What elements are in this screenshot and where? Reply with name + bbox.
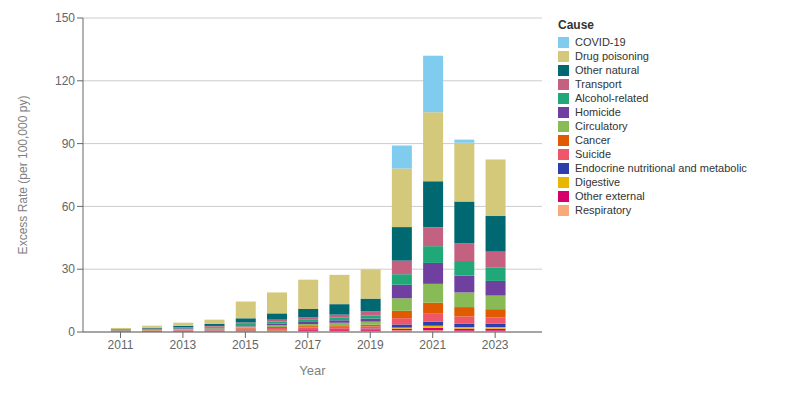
svg-text:Excess Rate (per 100,000 py): Excess Rate (per 100,000 py) — [16, 96, 30, 255]
html-text:Cause: Cause — [558, 18, 594, 32]
html-text:Homicide: Homicide — [575, 106, 621, 118]
svg-text:2021: 2021 — [419, 338, 446, 352]
svg-text:Year: Year — [299, 363, 326, 378]
html-text:Cancer: Cancer — [575, 134, 611, 146]
svg-text:2023: 2023 — [482, 338, 509, 352]
html-text:Endocrine nutritional and meta: Endocrine nutritional and metabolic — [575, 162, 747, 174]
svg-text:2019: 2019 — [357, 338, 384, 352]
html-text:Other natural: Other natural — [575, 64, 640, 76]
svg-text:60: 60 — [62, 200, 76, 214]
svg-text:0: 0 — [68, 325, 75, 339]
html-text:COVID-19: COVID-19 — [575, 36, 626, 48]
svg-text:2013: 2013 — [170, 338, 197, 352]
html-text:Respiratory: Respiratory — [575, 204, 632, 216]
html-text:Alcohol-related: Alcohol-related — [575, 92, 649, 104]
svg-text:120: 120 — [55, 74, 75, 88]
html-text:Transport: Transport — [575, 78, 622, 90]
html-text:Circulatory: Circulatory — [575, 120, 628, 132]
svg-text:30: 30 — [62, 262, 76, 276]
svg-text:2017: 2017 — [294, 338, 321, 352]
svg-text:2011: 2011 — [108, 338, 134, 352]
svg-text:2015: 2015 — [232, 338, 259, 352]
html-text:Suicide: Suicide — [575, 148, 612, 160]
html-text:Other external: Other external — [575, 190, 645, 202]
svg-text:90: 90 — [62, 137, 76, 151]
html-text:Digestive: Digestive — [575, 176, 621, 188]
svg-text:150: 150 — [55, 11, 75, 25]
html-text:Drug poisoning: Drug poisoning — [575, 50, 649, 62]
